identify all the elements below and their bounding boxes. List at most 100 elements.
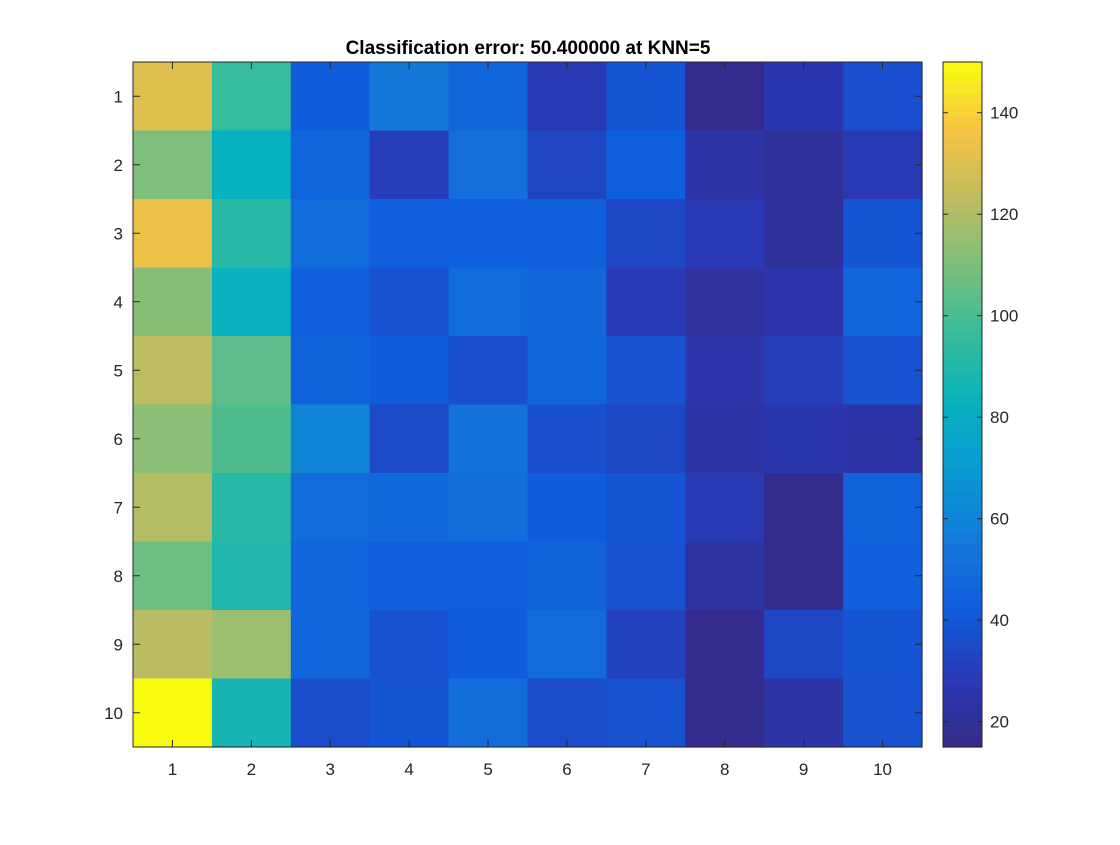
heatmap-cell	[527, 336, 607, 406]
heatmap-cell	[133, 130, 213, 200]
heatmap-cell	[606, 336, 686, 406]
x-tick-label: 3	[326, 760, 335, 779]
heatmap-cell	[290, 267, 371, 337]
heatmap-cell	[527, 678, 607, 748]
heatmap-cell	[606, 678, 686, 748]
heatmap-cell	[764, 473, 844, 543]
heatmap-cell	[685, 404, 765, 474]
heatmap-cell	[843, 678, 923, 748]
heatmap-cell	[764, 610, 844, 680]
colorbar-band	[943, 704, 982, 716]
heatmap-cell	[369, 62, 450, 132]
heatmap-cell	[764, 541, 844, 611]
heatmap-cell	[133, 62, 213, 132]
heatmap-cell	[290, 678, 371, 748]
y-tick-label: 10	[104, 704, 123, 723]
y-tick-label: 8	[114, 567, 123, 586]
axes-frame	[132, 61, 923, 748]
heatmap-cell	[527, 199, 607, 269]
colorbar-band	[943, 297, 982, 309]
heatmap-cell	[843, 267, 923, 337]
heatmap-cell	[685, 130, 765, 200]
colorbar-band	[943, 179, 982, 192]
heatmap-cell	[843, 541, 923, 611]
colorbar-tick-label: 20	[990, 713, 1009, 732]
heatmap-cell	[685, 336, 765, 406]
colorbar-tick-label: 140	[990, 104, 1018, 123]
heatmap-cell	[843, 404, 923, 474]
heatmap-cell	[527, 610, 607, 680]
colorbar-frame	[942, 61, 983, 748]
heatmap-cell	[448, 473, 529, 543]
colorbar-tick-label: 40	[990, 611, 1009, 630]
heatmap-cell	[527, 267, 607, 337]
colorbar-band	[943, 372, 982, 384]
heatmap-cell	[448, 541, 529, 611]
heatmap-cell	[448, 62, 529, 132]
colorbar-tick-label: 80	[990, 408, 1009, 427]
colorbar-band	[943, 618, 982, 630]
heatmap-cell	[211, 404, 292, 474]
x-tick-label: 5	[483, 760, 492, 779]
colorbar-band	[943, 650, 982, 662]
colorbar-band	[943, 575, 982, 588]
colorbar-band	[943, 169, 982, 181]
heatmap-cell	[369, 199, 450, 269]
colorbar-band	[943, 672, 982, 684]
heatmap-cell	[369, 541, 450, 611]
heatmap-cell	[606, 541, 686, 611]
heatmap-cell	[764, 199, 844, 269]
colorbar-band	[943, 72, 982, 84]
colorbar-band	[943, 383, 982, 395]
heatmap-cell	[764, 130, 844, 200]
heatmap-cell	[685, 541, 765, 611]
heatmap-cell	[369, 610, 450, 680]
heatmap-cell	[211, 130, 292, 200]
heatmap-cell	[133, 610, 213, 680]
colorbar-band	[943, 158, 982, 170]
colorbar-band	[943, 329, 982, 341]
heatmap-cell	[527, 62, 607, 132]
heatmap-cell	[369, 267, 450, 337]
heatmap-cell	[606, 267, 686, 337]
y-tick-label: 4	[114, 293, 123, 312]
colorbar-band	[943, 490, 982, 502]
heatmap-cell	[685, 62, 765, 132]
heatmap-cell	[843, 199, 923, 269]
colorbar-band	[943, 543, 982, 555]
colorbar-band	[943, 147, 982, 159]
heatmap-cell	[133, 541, 213, 611]
heatmap-cell	[764, 336, 844, 406]
colorbar-band	[943, 479, 982, 491]
x-tick-label: 1	[168, 760, 177, 779]
heatmap-cell	[133, 678, 213, 748]
heatmap-cell	[369, 336, 450, 406]
heatmap-cell	[211, 473, 292, 543]
x-tick-label: 9	[799, 760, 808, 779]
colorbar-band	[943, 190, 982, 202]
colorbar-band	[943, 511, 982, 523]
heatmap-cell	[527, 404, 607, 474]
colorbar-band	[943, 607, 982, 620]
heatmap-cell	[133, 473, 213, 543]
heatmap-cell	[527, 541, 607, 611]
y-tick-label: 5	[114, 361, 123, 380]
heatmap-cell	[685, 678, 765, 748]
heatmap-cell	[369, 130, 450, 200]
heatmap-cell	[685, 610, 765, 680]
colorbar-band	[943, 126, 982, 138]
heatmap-cell	[448, 610, 529, 680]
heatmap-cell	[369, 473, 450, 543]
colorbar-band	[943, 201, 982, 213]
y-tick-label: 2	[114, 156, 123, 175]
heatmap-cell	[843, 62, 923, 132]
heatmap-cell	[290, 541, 371, 611]
heatmap-cell	[527, 130, 607, 200]
heatmap-cell	[290, 610, 371, 680]
heatmap-cell	[764, 404, 844, 474]
heatmap-cell	[211, 678, 292, 748]
heatmap-cell	[211, 541, 292, 611]
colorbar-band	[943, 725, 982, 737]
